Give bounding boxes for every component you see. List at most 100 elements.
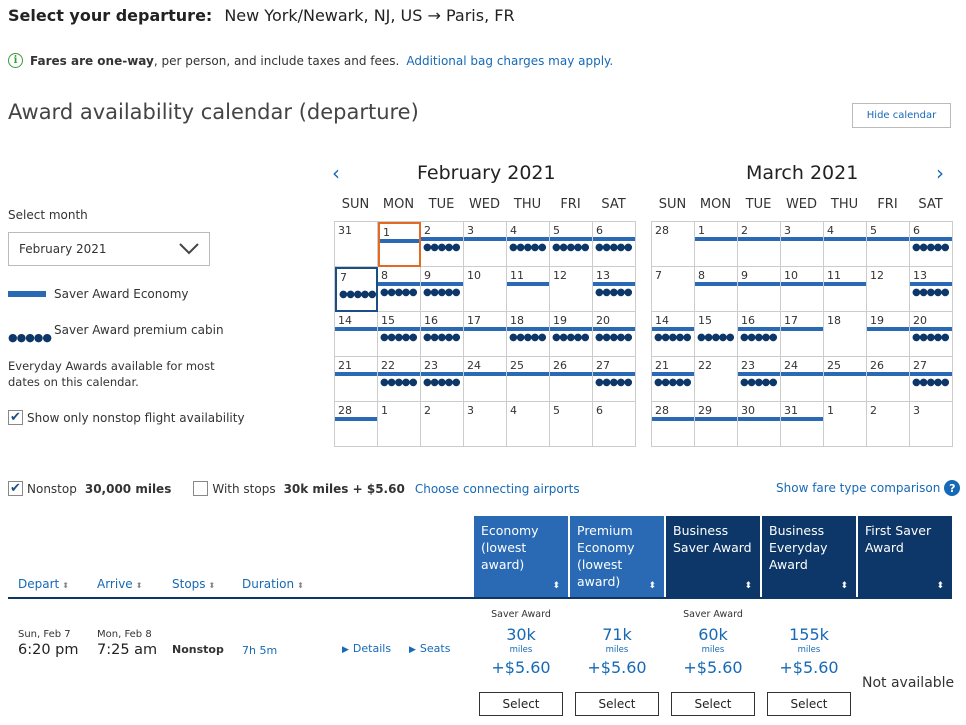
col-economy[interactable]: Economy (lowest award) ⬍ bbox=[474, 516, 568, 598]
bag-charges-link[interactable]: Additional bag charges may apply. bbox=[406, 53, 614, 68]
calendar-day[interactable]: 14 bbox=[335, 312, 378, 357]
calendar-day[interactable]: 12 bbox=[550, 267, 593, 312]
calendar-day[interactable]: 25 bbox=[824, 357, 867, 402]
calendar-day[interactable]: 23 ●●●●● bbox=[738, 357, 781, 402]
col-first-saver[interactable]: First Saver Award ⬍ bbox=[858, 516, 952, 598]
calendar-day[interactable]: 6 ●●●●● bbox=[910, 222, 953, 267]
calendar-day[interactable]: 9 ●●●●● bbox=[421, 267, 464, 312]
calendar-day[interactable]: 23 ●●●●● bbox=[421, 357, 464, 402]
calendar-day[interactable]: 25 bbox=[507, 357, 550, 402]
calendar-day[interactable]: 1 bbox=[695, 222, 738, 267]
month-select[interactable]: February 2021 bbox=[8, 232, 210, 266]
calendar-day[interactable]: 3 bbox=[910, 402, 953, 447]
nonstop-checkbox[interactable]: ✔ bbox=[8, 481, 23, 496]
calendar-day[interactable]: 3 bbox=[464, 402, 507, 447]
calendar-day[interactable]: 1 bbox=[378, 222, 421, 267]
calendar-day[interactable]: 5 bbox=[550, 402, 593, 447]
calendar-day[interactable]: 11 bbox=[507, 267, 550, 312]
prev-month-arrow[interactable]: ‹ bbox=[332, 161, 340, 185]
calendar-day[interactable]: 28 bbox=[335, 402, 378, 447]
col-premium-economy[interactable]: Premium Economy (lowest award) ⬍ bbox=[570, 516, 664, 598]
calendar-day[interactable]: 27 ●●●●● bbox=[593, 357, 636, 402]
calendar-day[interactable]: 22 bbox=[695, 357, 738, 402]
calendar-day[interactable]: 28 bbox=[652, 402, 695, 447]
calendar-day[interactable]: 16 ●●●●● bbox=[738, 312, 781, 357]
seats-link[interactable]: ▶ Seats bbox=[409, 642, 450, 655]
day-number: 1 bbox=[383, 226, 390, 239]
calendar-day[interactable]: 9 bbox=[738, 267, 781, 312]
calendar-day[interactable]: 17 bbox=[464, 312, 507, 357]
with-stops-checkbox[interactable] bbox=[193, 481, 209, 496]
calendar-day[interactable]: 15 ●●●●● bbox=[378, 312, 421, 357]
calendar-day[interactable]: 2 bbox=[738, 222, 781, 267]
calendar-day[interactable]: 3 bbox=[464, 222, 507, 267]
sort-arrive-label: Arrive bbox=[97, 577, 133, 591]
help-icon[interactable]: ? bbox=[944, 480, 961, 496]
fare-tax: +$5.60 bbox=[779, 658, 839, 677]
nonstop-only-checkbox[interactable]: ✔ Show only nonstop flight availability bbox=[8, 410, 245, 425]
calendar-day[interactable]: 4 bbox=[824, 222, 867, 267]
calendar-day[interactable]: 26 bbox=[550, 357, 593, 402]
calendar-day[interactable]: 18 bbox=[824, 312, 867, 357]
col-business-everyday[interactable]: Business Everyday Award ⬍ bbox=[762, 516, 856, 598]
calendar-day[interactable]: 2 ●●●●● bbox=[421, 222, 464, 267]
calendar-day[interactable]: 1 bbox=[824, 402, 867, 447]
calendar-day[interactable]: 29 bbox=[695, 402, 738, 447]
hide-calendar-button[interactable]: Hide calendar bbox=[852, 103, 951, 128]
calendar-day[interactable]: 21 ●●●●● bbox=[652, 357, 695, 402]
calendar-day[interactable]: 10 bbox=[464, 267, 507, 312]
calendar-day[interactable]: 31 bbox=[335, 222, 378, 267]
col-business-saver[interactable]: Business Saver Award ⬍ bbox=[666, 516, 760, 598]
calendar-day[interactable]: 4 ●●●●● bbox=[507, 222, 550, 267]
calendar-day[interactable]: 6 ●●●●● bbox=[593, 222, 636, 267]
sort-duration[interactable]: Duration ⬍ bbox=[242, 577, 304, 591]
calendar-day[interactable]: 14 ●●●●● bbox=[652, 312, 695, 357]
economy-availability-bar bbox=[593, 282, 635, 286]
sort-arrive[interactable]: Arrive ⬍ bbox=[97, 577, 142, 591]
calendar-day[interactable]: 2 bbox=[421, 402, 464, 447]
calendar-day[interactable]: 18 ●●●●● bbox=[507, 312, 550, 357]
calendar-day[interactable]: 26 bbox=[867, 357, 910, 402]
calendar-day[interactable]: 22 ●●●●● bbox=[378, 357, 421, 402]
calendar-day[interactable]: 31 bbox=[781, 402, 824, 447]
calendar-day[interactable]: 1 bbox=[378, 402, 421, 447]
calendar-day[interactable]: 8 bbox=[695, 267, 738, 312]
calendar-day[interactable]: 2 bbox=[867, 402, 910, 447]
calendar-day[interactable]: 13 ●●●●● bbox=[593, 267, 636, 312]
calendar-day[interactable]: 17 bbox=[781, 312, 824, 357]
calendar-day[interactable]: 16 ●●●●● bbox=[421, 312, 464, 357]
sort-stops[interactable]: Stops ⬍ bbox=[172, 577, 215, 591]
calendar-day[interactable]: 19 ●●●●● bbox=[550, 312, 593, 357]
connecting-airports-link[interactable]: Choose connecting airports bbox=[414, 481, 580, 496]
calendar-day[interactable]: 7 ●●●●● bbox=[335, 267, 378, 312]
calendar-day[interactable]: 5 bbox=[867, 222, 910, 267]
select-fare-button[interactable]: Select bbox=[479, 692, 563, 716]
details-link[interactable]: ▶ Details bbox=[342, 642, 391, 655]
next-month-arrow[interactable]: › bbox=[936, 161, 944, 185]
select-fare-button[interactable]: Select bbox=[671, 692, 755, 716]
calendar-day[interactable]: 24 bbox=[781, 357, 824, 402]
calendar-day[interactable]: 19 bbox=[867, 312, 910, 357]
calendar-day[interactable]: 20 ●●●●● bbox=[910, 312, 953, 357]
calendar-day[interactable]: 11 bbox=[824, 267, 867, 312]
calendar-day[interactable]: 28 bbox=[652, 222, 695, 267]
sort-depart[interactable]: Depart ⬍ bbox=[18, 577, 69, 591]
select-fare-button[interactable]: Select bbox=[767, 692, 851, 716]
calendar-day[interactable]: 12 bbox=[867, 267, 910, 312]
calendar-day[interactable]: 13 ●●●●● bbox=[910, 267, 953, 312]
calendar-day[interactable]: 4 bbox=[507, 402, 550, 447]
calendar-day[interactable]: 7 bbox=[652, 267, 695, 312]
calendar-day[interactable]: 30 bbox=[738, 402, 781, 447]
calendar-day[interactable]: 20 ●●●●● bbox=[593, 312, 636, 357]
calendar-day[interactable]: 27 ●●●●● bbox=[910, 357, 953, 402]
calendar-day[interactable]: 6 bbox=[593, 402, 636, 447]
calendar-day[interactable]: 21 bbox=[335, 357, 378, 402]
calendar-day[interactable]: 3 bbox=[781, 222, 824, 267]
select-fare-button[interactable]: Select bbox=[575, 692, 659, 716]
calendar-day[interactable]: 15 ●●●●● bbox=[695, 312, 738, 357]
fare-comparison-link[interactable]: Show fare type comparison ? bbox=[776, 480, 961, 496]
calendar-day[interactable]: 8 ●●●●● bbox=[378, 267, 421, 312]
calendar-day[interactable]: 24 bbox=[464, 357, 507, 402]
calendar-day[interactable]: 5 ●●●●● bbox=[550, 222, 593, 267]
calendar-day[interactable]: 10 bbox=[781, 267, 824, 312]
